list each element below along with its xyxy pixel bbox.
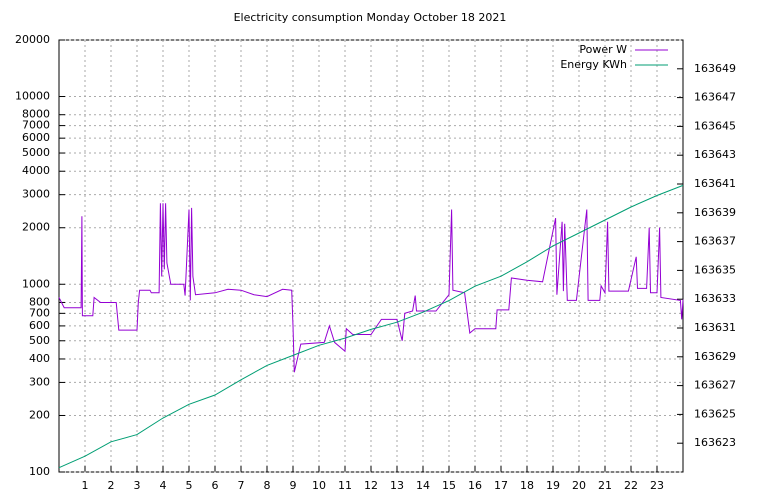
y-tick-label: 300: [29, 375, 50, 388]
x-tick-label: 20: [572, 479, 586, 492]
y2-tick-label: 163647: [694, 91, 736, 104]
y2-tick-label: 163641: [694, 177, 736, 190]
x-tick-label: 21: [598, 479, 612, 492]
x-tick-label: 5: [186, 479, 193, 492]
y-tick-label: 200: [29, 408, 50, 421]
x-tick-label: 2: [108, 479, 115, 492]
y-tick-label: 8000: [22, 108, 50, 121]
y2-tick-label: 163649: [694, 62, 736, 75]
y-tick-label: 400: [29, 352, 50, 365]
x-tick-label: 9: [290, 479, 297, 492]
y-tick-label: 500: [29, 334, 50, 347]
y-tick-label: 700: [29, 306, 50, 319]
x-tick-label: 1: [82, 479, 89, 492]
x-tick-label: 14: [416, 479, 430, 492]
legend-label: Power W: [579, 43, 627, 56]
x-tick-label: 13: [390, 479, 404, 492]
y-tick-label: 20000: [15, 33, 50, 46]
y2-tick-label: 163639: [694, 206, 736, 219]
y-tick-label: 1000: [22, 277, 50, 290]
x-tick-label: 15: [442, 479, 456, 492]
y-tick-label: 7000: [22, 119, 50, 132]
y-tick-label: 4000: [22, 164, 50, 177]
x-tick-label: 6: [212, 479, 219, 492]
y2-tick-label: 163629: [694, 350, 736, 363]
y2-tick-label: 163623: [694, 436, 736, 449]
y2-tick-label: 163645: [694, 119, 736, 132]
x-tick-label: 18: [520, 479, 534, 492]
y-tick-label: 3000: [22, 188, 50, 201]
y-tick-label: 5000: [22, 146, 50, 159]
y2-tick-label: 163633: [694, 292, 736, 305]
x-tick-label: 19: [546, 479, 560, 492]
y2-tick-label: 163631: [694, 321, 736, 334]
y-tick-label: 10000: [15, 90, 50, 103]
series-line: [58, 184, 684, 469]
x-tick-label: 22: [624, 479, 638, 492]
x-tick-label: 17: [494, 479, 508, 492]
x-tick-label: 3: [134, 479, 141, 492]
y2-tick-label: 163625: [694, 407, 736, 420]
y2-tick-label: 163627: [694, 379, 736, 392]
y-tick-label: 6000: [22, 131, 50, 144]
x-tick-label: 11: [338, 479, 352, 492]
y-tick-label: 800: [29, 295, 50, 308]
x-tick-label: 4: [160, 479, 167, 492]
y2-tick-label: 163637: [694, 235, 736, 248]
y-tick-label: 2000: [22, 221, 50, 234]
y-tick-label: 100: [29, 465, 50, 478]
y2-tick-label: 163635: [694, 263, 736, 276]
chart-title: Electricity consumption Monday October 1…: [234, 11, 507, 24]
legend-label: Energy KWh: [560, 58, 627, 71]
x-tick-label: 8: [264, 479, 271, 492]
series-line: [58, 203, 684, 373]
x-tick-label: 12: [364, 479, 378, 492]
x-tick-label: 16: [468, 479, 482, 492]
y2-tick-label: 163643: [694, 148, 736, 161]
x-tick-label: 23: [650, 479, 664, 492]
x-tick-label: 10: [312, 479, 326, 492]
y-tick-label: 600: [29, 319, 50, 332]
x-tick-label: 7: [238, 479, 245, 492]
